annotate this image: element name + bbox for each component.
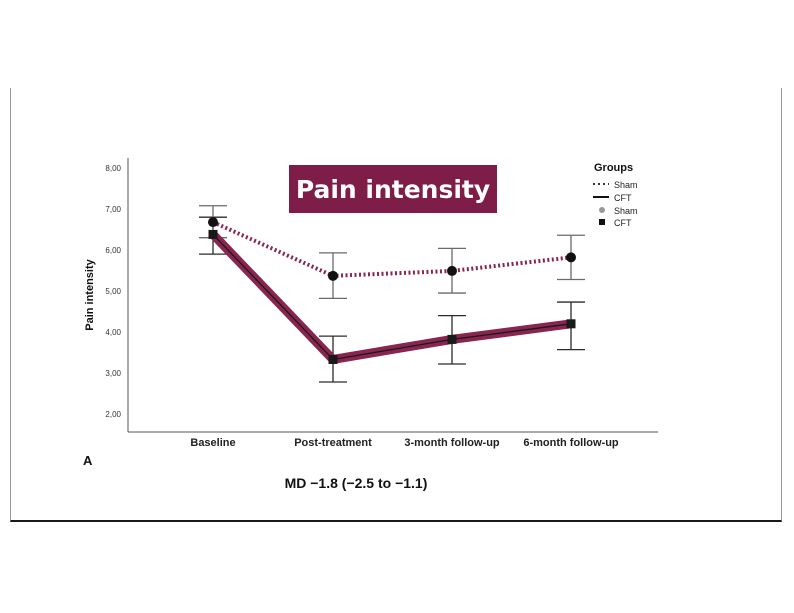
sham-point [328,270,338,281]
legend-title: Groups [594,162,633,174]
y-tick-label: 2,00 [105,410,121,419]
figure-frame [10,88,782,522]
legend-cft-line-label: CFT [614,193,632,203]
x-tick-label: 6-month follow-up [523,437,619,449]
legend-sham-line-label: Sham [614,180,638,190]
y-tick-label: 5,00 [105,287,121,296]
cft-point [328,354,338,364]
sham-point [566,252,576,263]
cft-series-line [212,233,572,361]
cft-point [447,334,457,344]
x-tick-label: Baseline [190,437,235,449]
y-tick-label: 3,00 [105,369,121,378]
plot-area [199,205,585,383]
y-axis-label: Pain intensity [84,258,96,330]
cft-point [208,229,218,239]
chart-title: Pain intensity [296,175,490,204]
y-tick-labels: 2,00 3,00 4,00 5,00 6,00 7,00 8,00 [105,164,121,419]
legend: Groups Sham CFT Sham CFT [593,162,638,228]
legend-sham-marker-swatch [599,207,605,213]
y-tick-label: 6,00 [105,246,121,255]
title-banner [289,165,497,213]
sham-series-line [212,220,572,278]
panel-label: A [83,453,93,468]
x-category-labels: Baseline Post-treatment 3-month follow-up 6… [190,437,619,449]
x-tick-label: 3-month follow-up [404,437,500,449]
legend-cft-marker-swatch [599,219,605,225]
sham-point [447,265,457,276]
y-tick-label: 4,00 [105,328,121,337]
sham-point [208,217,218,228]
x-tick-label: Post-treatment [294,437,372,449]
legend-sham-marker-label: Sham [614,206,638,216]
cft-series-band [208,229,576,364]
y-tick-label: 8,00 [105,164,121,173]
mean-difference-annotation: MD −1.8 (−2.5 to −1.1) [285,475,428,491]
legend-cft-marker-label: CFT [614,218,632,228]
cft-point [566,319,576,329]
y-tick-label: 7,00 [105,205,121,214]
